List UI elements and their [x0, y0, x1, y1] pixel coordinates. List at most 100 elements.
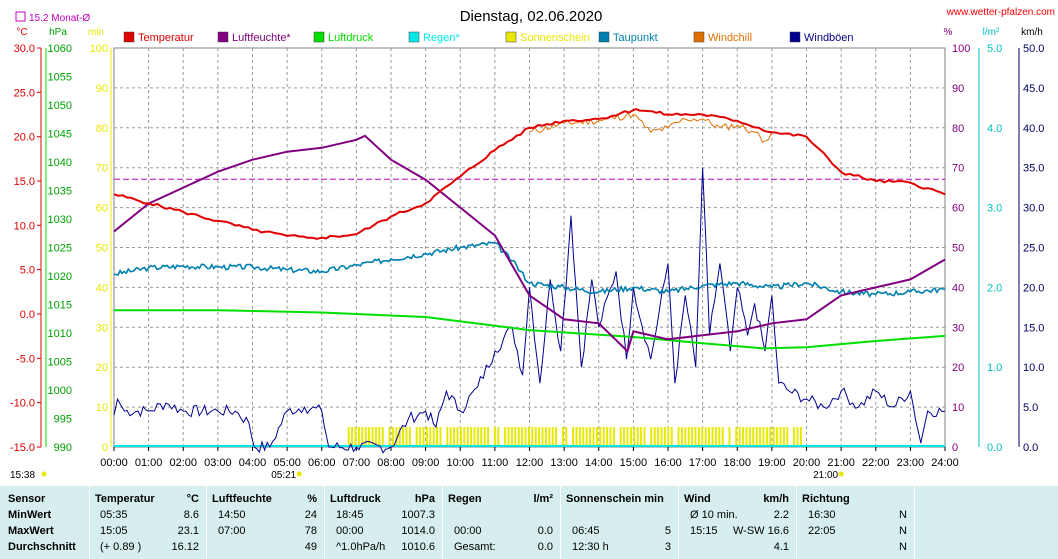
table-cell-wind-time: 15:15 — [690, 525, 718, 537]
sunshine-bar — [765, 427, 768, 447]
sunshine-bar — [453, 427, 456, 447]
sunshine-bar — [398, 427, 401, 447]
legend-label: Sonnenschein — [520, 32, 590, 44]
humidity-tick-label: 30 — [952, 322, 964, 334]
sunshine-bar — [541, 427, 544, 447]
table-cell-wind-value: 4.1 — [773, 541, 789, 553]
sunshine-bar — [769, 427, 772, 447]
table-cell-temp-value: 23.1 — [177, 525, 199, 537]
sunshine-bar — [507, 427, 510, 447]
table-cell-temp-time: (+ 0.89 ) — [100, 541, 142, 553]
table-cell-sun-time: 12:30 h — [572, 541, 609, 553]
humidity-tick-label: 10 — [952, 402, 964, 414]
sunshine-bar — [612, 427, 615, 447]
sunshine-bar — [357, 427, 360, 447]
sunshine-bar — [524, 427, 527, 447]
sunshine-bar — [378, 427, 381, 447]
sunshine-bar — [711, 427, 714, 447]
table-cell-rain-value: 0.0 — [537, 541, 553, 553]
sunshine-bar — [408, 427, 411, 447]
monthly-avg-label: 15.2 Monat-Ø — [29, 13, 90, 24]
table-cell-wind-time: Ø 10 min. — [690, 509, 738, 521]
legend-swatch — [505, 31, 517, 43]
table-cell-hum-value: 78 — [304, 525, 317, 537]
sunshine-bar — [446, 427, 449, 447]
dewpoint-line — [113, 241, 946, 299]
table-cell-sun-value: 3 — [664, 541, 671, 553]
sunshine-bar — [629, 427, 632, 447]
sunset-label: 21:00 — [813, 470, 838, 481]
legend-swatch — [789, 31, 801, 43]
wind-tick-label: 40.0 — [1023, 123, 1044, 135]
rain-tick-label: 4.0 — [987, 123, 1002, 135]
pressure-tick-label: 1015 — [48, 300, 72, 312]
table-cell-hum-time: 07:00 — [218, 525, 246, 537]
table-divider — [678, 486, 679, 559]
sunshine-bar — [476, 427, 479, 447]
sunshine-bar — [582, 427, 585, 447]
sunshine-bar — [745, 427, 748, 447]
time-tick-label: 13:00 — [550, 457, 578, 469]
sunshine-bar — [456, 427, 459, 447]
sunshine-bar — [381, 427, 384, 447]
sunrise-label: 05:21 — [271, 470, 296, 481]
sunshine-bar — [487, 427, 490, 447]
rain-tick-label: 1.0 — [987, 362, 1002, 374]
time-left: 15:38 — [10, 470, 35, 481]
sunshine-bar — [439, 427, 442, 447]
humidity-tick-label: 90 — [952, 83, 964, 95]
site-link[interactable]: www.wetter-pfalzen.com — [946, 7, 1055, 18]
humidity-line — [113, 134, 946, 354]
legend-swatch — [693, 31, 705, 43]
sunshine-bar — [602, 427, 605, 447]
legend-swatch — [217, 31, 229, 43]
sun-tick-label: 100 — [90, 43, 108, 55]
sunshine-bar — [609, 427, 612, 447]
time-tick-label: 20:00 — [793, 457, 821, 469]
sunshine-bar — [592, 427, 595, 447]
sunshine-bar — [391, 427, 394, 447]
pressure-tick-label: 1035 — [48, 186, 72, 198]
sunshine-bar — [714, 427, 717, 447]
wind-tick-label: 5.0 — [1023, 402, 1038, 414]
table-header-sun: Sonnenschein min — [566, 493, 664, 505]
humidity-tick-label: 50 — [952, 243, 964, 255]
table-cell-press-time: ^1.0hPa/h — [336, 541, 386, 553]
sun-tick-label: 50 — [96, 243, 108, 255]
time-tick-label: 00:00 — [100, 457, 128, 469]
table-cell-press-time: 00:00 — [336, 525, 364, 537]
legend-label: Temperatur — [138, 32, 194, 44]
time-tick-label: 23:00 — [897, 457, 925, 469]
temp-tick-label: 15.0 — [14, 176, 35, 188]
sunshine-bar — [480, 427, 483, 447]
sunshine-bar — [660, 427, 663, 447]
sunshine-bar — [572, 427, 575, 447]
table-cell-dir-value: N — [899, 509, 907, 521]
time-tick-label: 10:00 — [446, 457, 474, 469]
sunshine-bar — [793, 427, 796, 447]
rain-tick-label: 5.0 — [987, 43, 1002, 55]
table-cell-sun-value: 5 — [664, 525, 671, 537]
sunshine-bar — [748, 427, 751, 447]
sun-tick-label: 20 — [96, 362, 108, 374]
table-header-wind: Wind — [684, 493, 711, 505]
table-header-unit-wind: km/h — [763, 493, 789, 505]
table-divider — [442, 486, 443, 559]
time-tick-label: 11:00 — [482, 457, 509, 469]
pressure-line — [114, 309, 946, 350]
pressure-tick-label: 990 — [54, 442, 72, 454]
table-cell-rain-time: 00:00 — [454, 525, 482, 537]
sun-icon — [41, 471, 47, 477]
sunshine-bar — [772, 427, 775, 447]
time-tick-label: 08:00 — [377, 457, 405, 469]
pressure-tick-label: 995 — [54, 414, 72, 426]
wind-tick-label: 45.0 — [1023, 83, 1044, 95]
pressure-tick-label: 1010 — [48, 328, 72, 340]
sunshine-bar — [619, 427, 622, 447]
sunshine-bar — [419, 427, 422, 447]
sunshine-bar — [371, 427, 374, 447]
time-tick-label: 05:00 — [273, 457, 301, 469]
sunshine-bar — [633, 427, 636, 447]
wind-tick-label: 30.0 — [1023, 203, 1044, 215]
sunshine-bar — [585, 427, 588, 447]
